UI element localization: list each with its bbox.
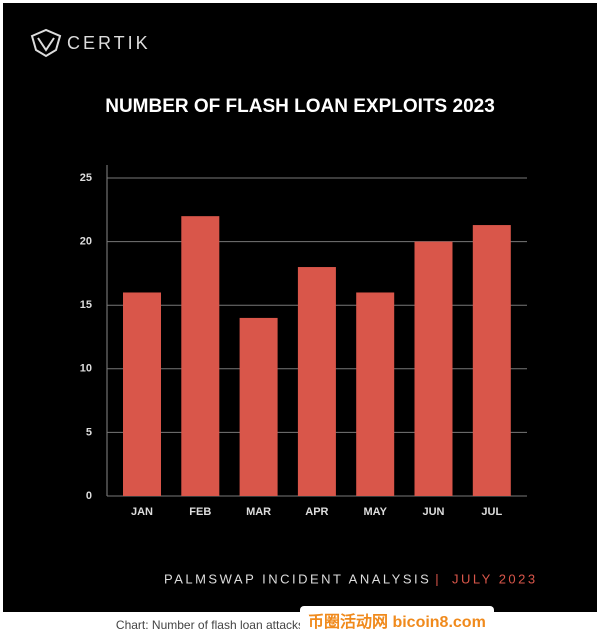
x-tick-label: JUL [481, 506, 502, 518]
bar [356, 292, 395, 496]
footer-right: JULY 2023 [452, 571, 538, 586]
plot: 0 5 10 15 20 25 JAN FEB MAR APR MAY JUN JUL [80, 172, 527, 518]
y-tick-label: 5 [86, 426, 92, 438]
x-tick-label: APR [305, 506, 328, 518]
x-tick-label: MAR [246, 506, 271, 518]
bar [472, 225, 511, 496]
chart-title: NUMBER OF FLASH LOAN EXPLOITS 2023 [105, 96, 495, 117]
x-tick-label: FEB [189, 506, 211, 518]
x-tick-label: JAN [131, 506, 153, 518]
bar [414, 241, 453, 496]
y-tick-label: 25 [80, 172, 92, 184]
brand: CERTIK [67, 33, 151, 53]
bar [181, 216, 220, 496]
y-tick-label: 10 [80, 363, 92, 375]
y-tick-label: 20 [80, 236, 92, 248]
bar [123, 292, 161, 496]
y-tick-label: 0 [86, 490, 92, 502]
footer-left: PALMSWAP INCIDENT ANALYSIS [164, 571, 431, 586]
x-tick-label: JUN [422, 506, 444, 518]
footer-separator: | [435, 571, 438, 586]
x-tick-label: MAY [363, 506, 387, 518]
bar [239, 317, 278, 496]
y-tick-label: 15 [80, 299, 92, 311]
watermark: 币圈活动网 bicoin8.com [300, 606, 494, 634]
bar [297, 267, 336, 496]
logo [30, 28, 62, 58]
